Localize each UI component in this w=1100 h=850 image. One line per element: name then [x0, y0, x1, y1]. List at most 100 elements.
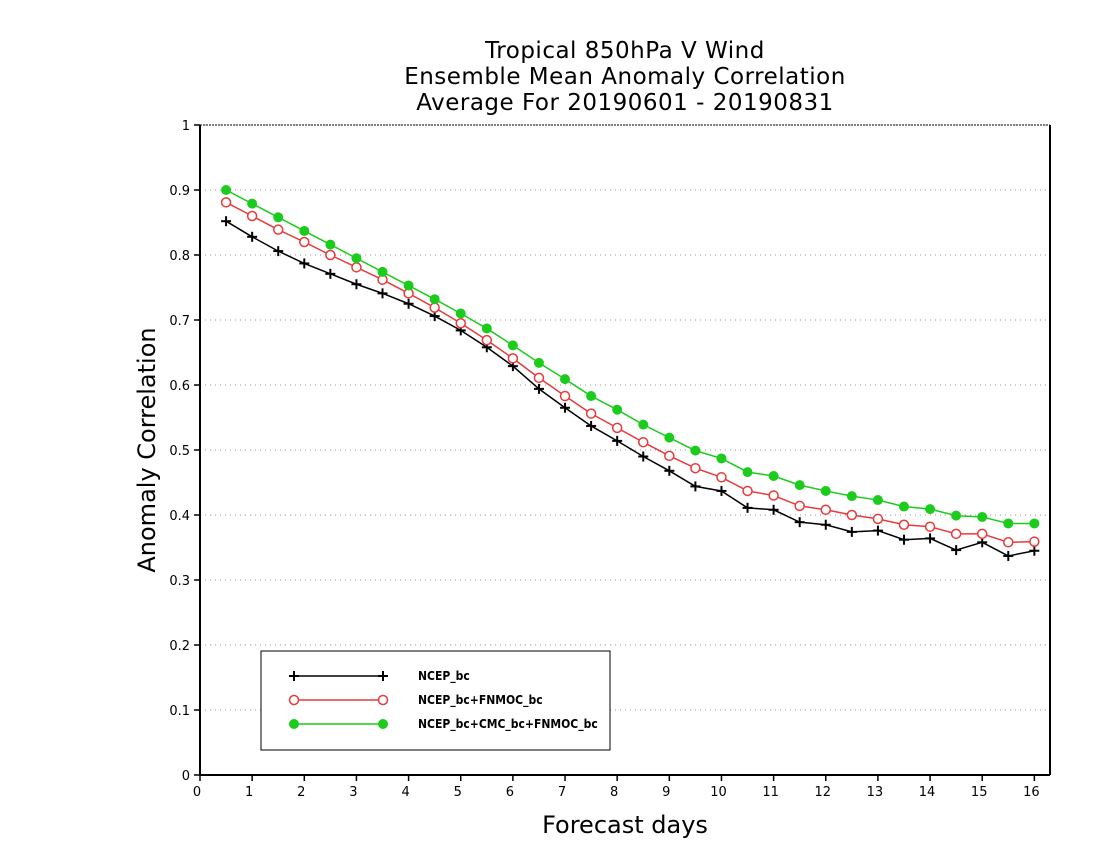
x-tick-label: 12: [814, 785, 831, 800]
chart-title-line-2: Ensemble Mean Anomaly Correlation: [404, 64, 846, 90]
data-point: [950, 528, 962, 540]
data-point: [481, 334, 493, 346]
x-tick-label: 7: [558, 785, 566, 800]
data-point: [1029, 518, 1040, 529]
series-1: [221, 216, 1040, 561]
legend: NCEP_bc NCEP_bc+FNMOC_bc NCEP_bc+CMC_bc+FN…: [260, 650, 611, 751]
data-point: [403, 280, 414, 291]
data-point: [690, 481, 701, 492]
data-point: [925, 504, 936, 515]
x-tick-label: 6: [506, 785, 514, 800]
data-point: [611, 422, 623, 434]
data-point: [507, 353, 519, 364]
legend-entry-1: NCEP_bc: [289, 669, 470, 684]
data-point: [377, 288, 388, 299]
legend-marker-start: [289, 719, 299, 729]
data-point: [325, 268, 336, 279]
data-point: [794, 480, 805, 491]
data-point: [742, 502, 753, 513]
data-point: [898, 519, 910, 530]
data-point: [846, 491, 857, 502]
x-tick-label: 8: [610, 785, 618, 800]
data-point: [221, 185, 232, 195]
data-point: [664, 432, 675, 443]
grid-lines: [200, 124, 1050, 711]
chart-title-line-3: Average For 20190601 - 20190831: [416, 90, 834, 116]
data-point: [586, 420, 597, 431]
data-point: [403, 298, 414, 309]
data-point: [977, 511, 988, 522]
y-tick-label: 0.9: [169, 184, 190, 199]
data-point: [612, 435, 623, 446]
data-point: [794, 517, 805, 528]
data-point: [299, 225, 310, 236]
data-point: [976, 528, 988, 540]
data-point: [455, 308, 466, 319]
series-line: [225, 189, 1035, 525]
legend-marker-start: [289, 671, 299, 681]
data-point: [586, 391, 597, 402]
data-point: [220, 197, 232, 208]
x-tick-label: 0: [193, 785, 201, 800]
x-tick-label: 16: [1023, 785, 1040, 800]
data-point: [507, 340, 518, 351]
data-point: [768, 490, 779, 501]
y-tick-label: 0.8: [169, 249, 190, 264]
data-point: [768, 471, 779, 481]
data-point: [638, 451, 649, 462]
y-tick-label: 0.4: [169, 509, 190, 524]
y-axis-title: Anomaly Correlation: [133, 327, 161, 572]
legend-marker-end: [377, 694, 389, 706]
data-point: [794, 500, 805, 512]
data-point: [533, 372, 545, 384]
data-point: [1003, 550, 1014, 561]
data-point: [872, 513, 884, 525]
data-point: [560, 402, 571, 413]
x-tick-label: 9: [662, 785, 670, 800]
data-point: [377, 266, 388, 277]
data-point: [533, 383, 544, 394]
data-point: [820, 504, 832, 516]
data-point: [664, 450, 675, 462]
x-tick-label: 3: [349, 785, 357, 800]
legend-marker-end: [378, 719, 388, 729]
data-point: [247, 198, 258, 209]
data-point: [898, 501, 909, 512]
data-point: [690, 445, 701, 456]
data-point: [742, 467, 753, 478]
data-point: [560, 374, 571, 385]
y-tick-label: 0.7: [169, 314, 190, 329]
data-point: [1029, 536, 1040, 547]
data-point: [481, 323, 492, 334]
data-point: [325, 249, 336, 261]
axes: 00.10.20.30.40.50.60.70.80.910 1 2 3 4 5 6 7 8 9 1…: [169, 119, 1051, 800]
x-tick-label: 2: [297, 785, 305, 800]
y-tick-label: 0.6: [169, 379, 190, 394]
y-tick-label: 0.3: [169, 574, 190, 589]
x-tick-label: 11: [762, 785, 779, 800]
data-point: [612, 404, 623, 415]
data-point: [1003, 518, 1014, 529]
data-point: [585, 408, 597, 419]
legend-marker-end: [378, 671, 388, 681]
x-tick-label: 5: [454, 785, 462, 800]
data-point: [951, 510, 962, 521]
data-point: [872, 525, 883, 536]
data-point: [820, 519, 831, 530]
data-point: [246, 210, 258, 222]
data-point: [559, 390, 571, 402]
data-point: [247, 231, 258, 242]
data-point: [925, 533, 936, 544]
data-point: [716, 485, 727, 496]
y-tick-label: 0.5: [169, 444, 190, 459]
data-point: [273, 212, 284, 223]
data-point: [846, 509, 858, 521]
data-point: [429, 294, 440, 305]
data-point: [820, 485, 831, 496]
legend-label: NCEP_bc+FNMOC_bc: [418, 693, 543, 708]
data-point: [273, 246, 284, 257]
data-point: [716, 472, 727, 483]
data-point: [846, 526, 857, 537]
data-point: [716, 453, 727, 464]
data-point: [924, 521, 936, 532]
